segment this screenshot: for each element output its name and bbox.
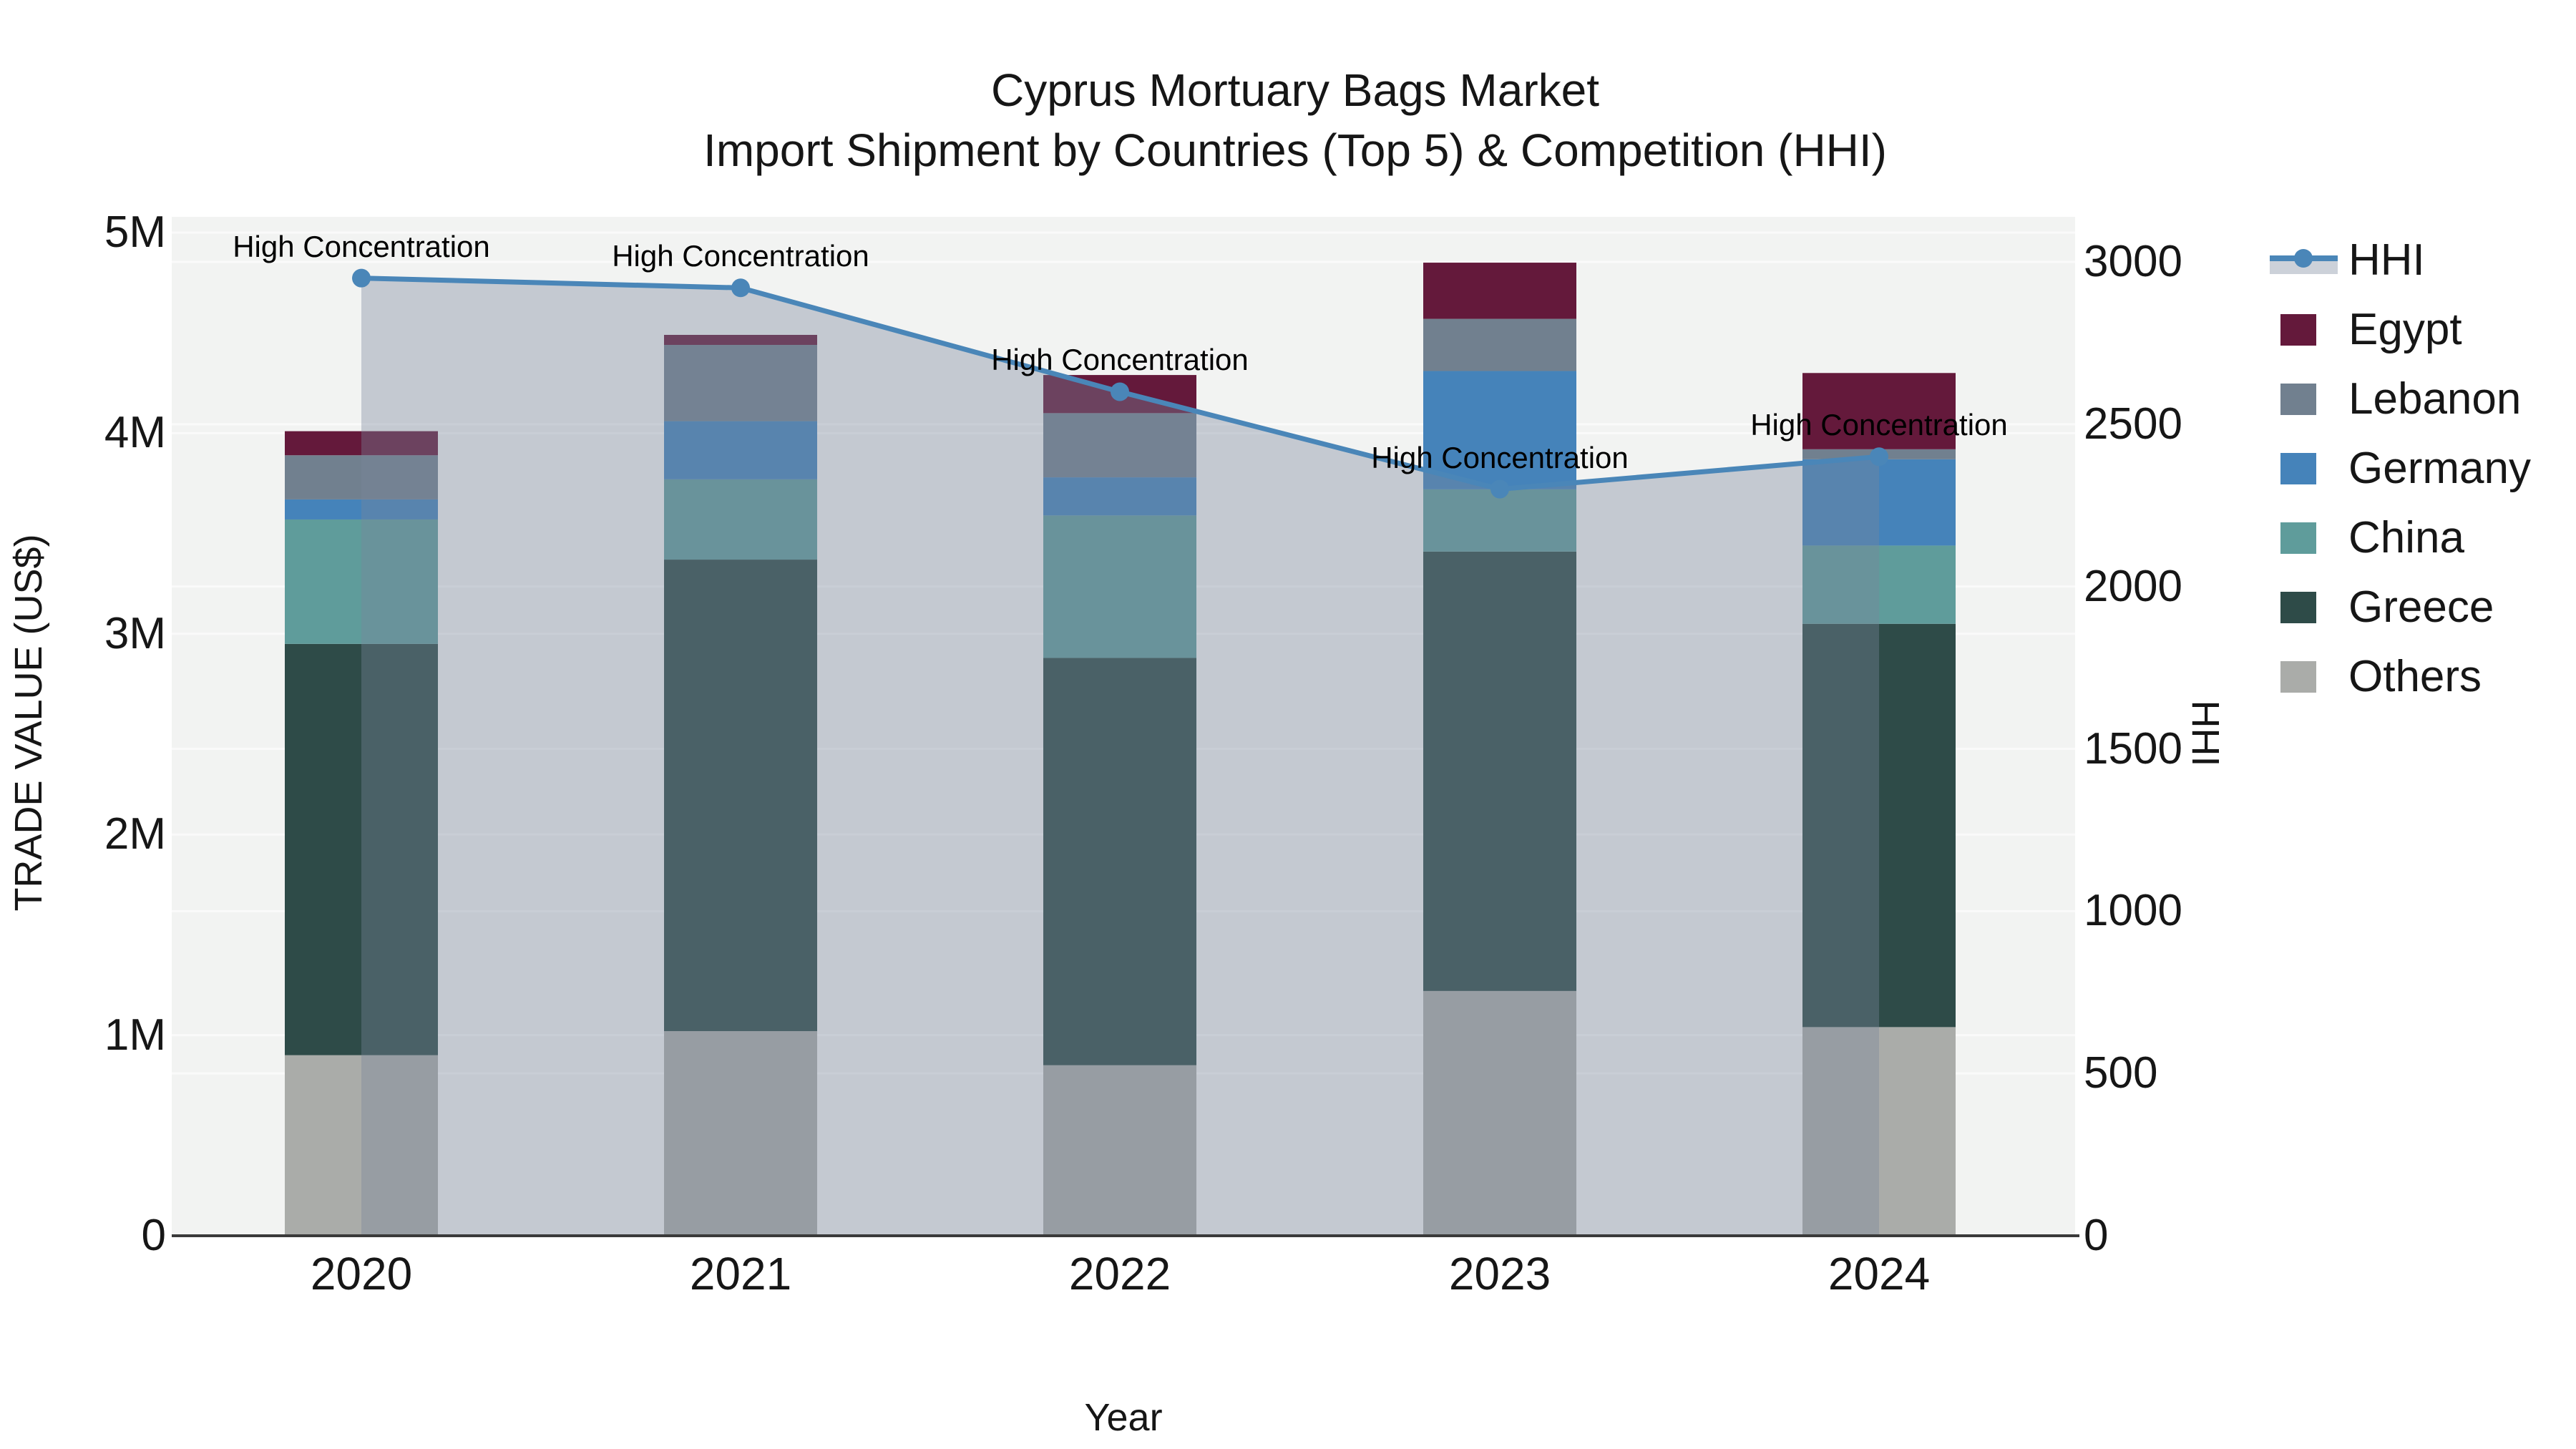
- legend-item-others[interactable]: Others: [2261, 642, 2531, 711]
- hhi-marker-2024: [1870, 447, 1888, 467]
- bar-segment-germany-2021: [664, 421, 817, 479]
- bar-segment-germany-2024: [1802, 459, 1956, 546]
- bar-segment-egypt-2021: [664, 335, 817, 346]
- color-swatch-icon: [2261, 383, 2347, 415]
- color-swatch-icon: [2261, 522, 2347, 554]
- bar-segment-others-2021: [664, 1030, 817, 1236]
- bar-segment-others-2020: [285, 1055, 438, 1236]
- legend-label: Lebanon: [2348, 374, 2522, 424]
- bar-segment-greece-2022: [1043, 658, 1196, 1065]
- hhi-marker-2020: [352, 268, 371, 288]
- color-swatch-icon: [2261, 313, 2347, 346]
- bar-segment-germany-2020: [285, 499, 438, 519]
- legend-item-germany[interactable]: Germany: [2261, 434, 2531, 503]
- bar-segment-china-2024: [1802, 545, 1956, 624]
- left-tick-3M: 3M: [104, 608, 166, 658]
- color-swatch-icon: [2261, 591, 2347, 623]
- right-tick-3000: 3000: [2084, 237, 2182, 286]
- bar-segment-others-2024: [1802, 1027, 1956, 1236]
- x-tick-2021: 2021: [689, 1248, 792, 1299]
- bar-segment-greece-2023: [1423, 551, 1576, 991]
- legend-item-egypt[interactable]: Egypt: [2261, 295, 2531, 364]
- right-tick-500: 500: [2084, 1048, 2158, 1098]
- annotation-high-concentration-2021: High Concentration: [612, 239, 869, 273]
- legend-label: HHI: [2348, 235, 2425, 285]
- hhi-area-fill: [361, 278, 1879, 1236]
- chart-title: Cyprus Mortuary Bags Market: [990, 64, 1600, 116]
- hhi-marker-2023: [1491, 479, 1509, 499]
- right-tick-2000: 2000: [2084, 561, 2182, 611]
- bar-segment-lebanon-2023: [1423, 318, 1576, 371]
- bar-segment-greece-2024: [1802, 623, 1956, 1028]
- annotation-high-concentration-2022: High Concentration: [991, 343, 1249, 377]
- bar-segment-greece-2020: [285, 643, 438, 1055]
- bar-segment-china-2020: [285, 519, 438, 644]
- legend-label: Greece: [2348, 582, 2494, 632]
- bar-segment-lebanon-2020: [285, 455, 438, 499]
- left-tick-1M: 1M: [104, 1010, 166, 1060]
- bar-segment-egypt-2024: [1802, 373, 1956, 449]
- bar-segment-lebanon-2022: [1043, 413, 1196, 478]
- legend-label: Germany: [2348, 444, 2531, 493]
- annotation-high-concentration-2020: High Concentration: [233, 229, 490, 263]
- legend-item-greece[interactable]: Greece: [2261, 572, 2531, 642]
- legend-label: China: [2348, 513, 2464, 562]
- bar-segment-others-2022: [1043, 1065, 1196, 1236]
- legend-item-china[interactable]: China: [2261, 503, 2531, 572]
- left-tick-4M: 4M: [104, 408, 166, 458]
- bar-segment-china-2021: [664, 479, 817, 560]
- x-tick-2024: 2024: [1828, 1248, 1931, 1299]
- color-swatch-icon: [2261, 452, 2347, 484]
- bar-segment-lebanon-2021: [664, 345, 817, 421]
- annotation-high-concentration-2024: High Concentration: [1750, 408, 2008, 442]
- color-swatch-icon: [2261, 660, 2347, 693]
- bar-segment-china-2023: [1423, 489, 1576, 552]
- annotation-high-concentration-2023: High Concentration: [1371, 440, 1629, 474]
- right-tick-1500: 1500: [2084, 723, 2182, 774]
- legend-item-lebanon[interactable]: Lebanon: [2261, 364, 2531, 434]
- right-axis-title: HHI: [2184, 700, 2227, 767]
- x-tick-2020: 2020: [310, 1248, 413, 1299]
- hhi-marker-2021: [731, 278, 750, 298]
- left-axis-title: TRADE VALUE (US$): [7, 534, 50, 912]
- legend-item-hhi[interactable]: HHI: [2261, 225, 2531, 295]
- right-tick-0: 0: [2084, 1211, 2109, 1260]
- x-axis-title: Year: [1084, 1396, 1163, 1439]
- x-tick-2022: 2022: [1068, 1248, 1171, 1299]
- chart-subtitle: Import Shipment by Countries (Top 5) & C…: [703, 125, 1887, 176]
- bar-segment-germany-2022: [1043, 477, 1196, 516]
- right-tick-1000: 1000: [2084, 886, 2182, 936]
- left-tick-5M: 5M: [104, 208, 166, 257]
- chart-title-block: Cyprus Mortuary Bags Market Import Shipm…: [7, 60, 2576, 180]
- left-tick-2M: 2M: [104, 809, 166, 859]
- left-tick-0: 0: [141, 1211, 166, 1260]
- legend: HHI Egypt Lebanon Germany China Greece Others: [2261, 225, 2531, 711]
- bar-segment-china-2022: [1043, 515, 1196, 658]
- bar-segment-germany-2023: [1423, 371, 1576, 489]
- hhi-line-sample-icon: [2261, 245, 2347, 276]
- hhi-marker-2022: [1111, 382, 1129, 401]
- right-tick-2500: 2500: [2084, 399, 2182, 449]
- x-tick-2023: 2023: [1448, 1248, 1551, 1299]
- bar-segment-greece-2021: [664, 560, 817, 1031]
- legend-label: Egypt: [2348, 305, 2462, 354]
- legend-label: Others: [2348, 652, 2482, 701]
- bar-segment-egypt-2020: [285, 431, 438, 456]
- bar-segment-egypt-2023: [1423, 263, 1576, 319]
- bar-segment-others-2023: [1423, 990, 1576, 1236]
